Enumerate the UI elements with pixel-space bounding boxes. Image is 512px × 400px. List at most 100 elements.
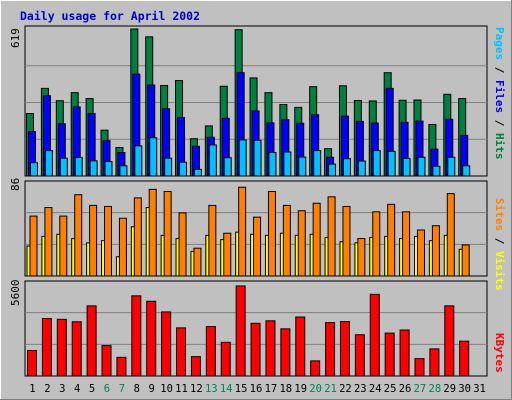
bar-kbytes-day-15 <box>235 285 246 377</box>
bar-pages-day-13 <box>208 144 217 177</box>
x-tick-label-27: 27 <box>414 383 427 395</box>
legend-sep-1: / <box>493 60 506 80</box>
x-tick-label-22: 22 <box>339 383 352 395</box>
x-tick-label-30: 30 <box>458 383 471 395</box>
legend-middle: Sites / Visits <box>493 198 506 291</box>
x-tick-label-18: 18 <box>279 383 292 395</box>
bar-pages-day-8 <box>134 145 143 177</box>
bar-pages-day-12 <box>193 168 202 177</box>
x-tick-label-3: 3 <box>59 383 65 395</box>
x-tick-label-15: 15 <box>235 383 248 395</box>
legend-sites: Sites <box>493 198 506 231</box>
bar-pages-day-25 <box>387 150 396 177</box>
bar-kbytes-day-23 <box>354 334 365 377</box>
bar-kbytes-day-3 <box>56 318 67 377</box>
bar-sites-day-26 <box>402 211 411 277</box>
x-tick-label-31: 31 <box>473 383 486 395</box>
legend-sep-3: / <box>493 231 506 251</box>
bar-pages-day-1 <box>30 162 38 177</box>
bar-kbytes-day-9 <box>146 300 157 377</box>
bar-pages-day-24 <box>372 150 381 177</box>
y-max-label-middle: 86 <box>9 178 22 191</box>
x-tick-label-25: 25 <box>384 383 397 395</box>
x-tick-label-13: 13 <box>205 383 218 395</box>
x-tick-label-1: 1 <box>29 383 35 395</box>
x-axis-day-labels: 1 2 3 4 5 6 7 8 9 10 11 12 13 14 15 16 17 18 19 20 21 22 23 24 2… <box>29 383 486 395</box>
bar-pages-day-21 <box>328 163 337 177</box>
x-tick-label-8: 8 <box>134 383 140 395</box>
bar-kbytes-day-27 <box>414 358 425 377</box>
bar-sites-day-23 <box>357 238 366 277</box>
bar-kbytes-day-28 <box>429 348 440 377</box>
bar-kbytes-day-19 <box>295 316 306 377</box>
x-tick-label-21: 21 <box>324 383 337 395</box>
bar-pages-day-23 <box>357 160 366 177</box>
legend-kbytes: KBytes <box>493 333 506 373</box>
bar-kbytes-day-26 <box>399 329 410 377</box>
legend-visits: Visits <box>493 251 506 291</box>
x-tick-label-14: 14 <box>220 383 233 395</box>
bar-pages-day-6 <box>104 161 113 177</box>
x-tick-label-11: 11 <box>175 383 188 395</box>
x-tick-label-7: 7 <box>119 383 125 395</box>
x-tick-label-17: 17 <box>265 383 278 395</box>
legend-hits: Hits <box>493 133 506 160</box>
bar-pages-day-7 <box>119 165 128 177</box>
x-tick-label-24: 24 <box>369 383 382 395</box>
bar-pages-day-9 <box>149 137 158 177</box>
bar-pages-day-5 <box>89 160 98 177</box>
chart-title: Daily usage for April 2002 <box>20 9 200 23</box>
bar-pages-day-2 <box>44 150 53 177</box>
bar-sites-day-9 <box>148 188 157 277</box>
bar-kbytes-day-5 <box>86 305 97 377</box>
x-tick-label-12: 12 <box>190 383 203 395</box>
bar-sites-day-10 <box>163 190 172 277</box>
bar-kbytes-day-12 <box>190 356 201 377</box>
bar-sites-day-6 <box>104 205 113 277</box>
bar-kbytes-day-13 <box>205 326 216 377</box>
bar-pages-day-29 <box>447 156 456 177</box>
bar-kbytes-day-24 <box>369 293 380 377</box>
bar-kbytes-day-30 <box>459 340 470 377</box>
bar-kbytes-day-10 <box>161 311 172 377</box>
x-tick-label-16: 16 <box>250 383 263 395</box>
bar-sites-day-29 <box>446 193 455 277</box>
bar-sites-day-30 <box>461 244 470 277</box>
bar-pages-day-27 <box>417 156 426 177</box>
bar-kbytes-day-4 <box>71 321 82 377</box>
bar-pages-day-28 <box>432 165 441 177</box>
bar-kbytes-day-11 <box>176 327 187 377</box>
x-tick-label-28: 28 <box>429 383 442 395</box>
bar-sites-day-12 <box>193 247 202 277</box>
x-tick-label-4: 4 <box>74 383 80 395</box>
bar-pages-day-15 <box>238 139 247 177</box>
bar-sites-day-18 <box>282 204 291 277</box>
x-tick-label-23: 23 <box>354 383 367 395</box>
bar-kbytes-day-8 <box>131 295 142 377</box>
bar-kbytes-day-6 <box>101 345 112 377</box>
bar-kbytes-day-17 <box>265 320 276 377</box>
bar-sites-day-19 <box>297 210 306 277</box>
bar-kbytes-day-7 <box>116 356 127 377</box>
bar-sites-day-17 <box>267 190 276 277</box>
bar-sites-day-2 <box>44 207 53 277</box>
bar-kbytes-day-21 <box>325 322 336 377</box>
chart-bars <box>26 28 471 377</box>
x-tick-label-9: 9 <box>149 383 155 395</box>
x-tick-label-6: 6 <box>104 383 110 395</box>
bar-pages-day-17 <box>268 151 277 177</box>
bar-sites-day-14 <box>223 232 232 277</box>
legend-top: Pages / Files / Hits <box>493 27 506 160</box>
y-max-label-bottom: 5600 <box>9 280 22 307</box>
legend-sep-2: / <box>493 113 506 133</box>
bar-kbytes-day-2 <box>41 318 52 377</box>
bar-pages-day-16 <box>253 139 262 177</box>
bar-sites-day-3 <box>59 215 68 277</box>
bar-pages-day-18 <box>283 151 292 177</box>
x-tick-label-2: 2 <box>44 383 50 395</box>
bar-kbytes-day-20 <box>310 360 321 377</box>
bar-kbytes-day-25 <box>384 332 395 377</box>
bar-kbytes-day-1 <box>27 350 37 377</box>
